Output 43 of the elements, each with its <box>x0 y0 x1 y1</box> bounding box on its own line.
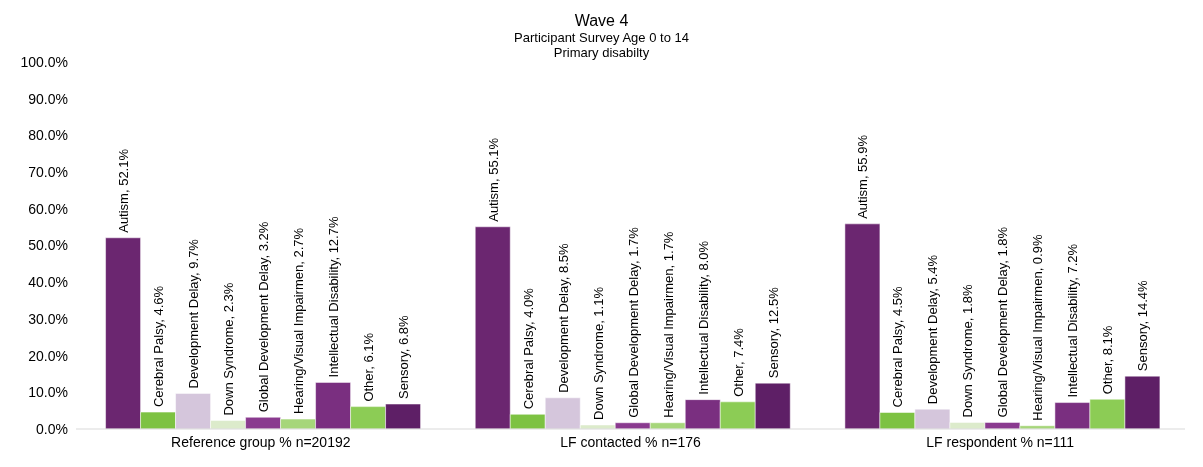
x-tick-label: LF respondent % n=111 <box>926 433 1075 450</box>
data-label: Global Development Delay, 1.8% <box>995 226 1011 418</box>
data-label: Other, 7.4% <box>730 327 746 397</box>
data-label: Hearing/Visual Impairmen, 2.7% <box>291 227 307 415</box>
y-tick-label: 10.0% <box>28 384 68 401</box>
data-label: Other, 6.1% <box>361 332 377 402</box>
y-tick-label: 90.0% <box>28 90 68 107</box>
data-label: Hearing/Visual Impairmen, 1.7% <box>660 231 676 418</box>
x-tick-label: Reference group % n=20192 <box>171 433 351 450</box>
data-label: Sensory, 12.5% <box>765 286 781 379</box>
x-tick-label: LF contacted % n=176 <box>560 433 701 450</box>
y-tick-label: 0.0% <box>36 420 68 437</box>
data-label: Sensory, 6.8% <box>396 315 412 400</box>
y-tick-label: 80.0% <box>28 127 68 144</box>
y-tick-label: 60.0% <box>28 200 68 217</box>
data-label: Intellectual Disability, 12.7% <box>326 216 342 378</box>
data-label: Cerebral Palsy, 4.5% <box>890 285 906 408</box>
data-label: Down Syndrome, 2.3% <box>221 282 237 416</box>
data-label: Down Syndrome, 1.1% <box>590 286 606 420</box>
data-label: Cerebral Palsy, 4.0% <box>520 287 536 410</box>
data-label: Intellectual Disability, 7.2% <box>1065 243 1081 398</box>
data-label: Hearing/Visual Impairmen, 0.9% <box>1030 234 1046 421</box>
data-label: Sensory, 14.4% <box>1135 279 1151 372</box>
data-label: Intellectual Disability, 8.0% <box>695 240 711 395</box>
y-tick-label: 30.0% <box>28 310 68 327</box>
data-label: Down Syndrome, 1.8% <box>960 284 976 418</box>
data-label: Development Delay, 8.5% <box>555 243 571 393</box>
y-tick-label: 100.0% <box>20 53 68 70</box>
data-label: Autism, 55.9% <box>855 134 871 219</box>
y-tick-label: 70.0% <box>28 164 68 181</box>
data-label: Other, 8.1% <box>1100 325 1116 395</box>
y-tick-label: 50.0% <box>28 237 68 254</box>
data-label: Development Delay, 5.4% <box>925 254 941 405</box>
chart-subtitle: Participant Survey Age 0 to 14 Primary disabilty <box>513 30 690 60</box>
y-tick-label: 40.0% <box>28 274 68 291</box>
chart-title: Wave 4 <box>573 11 630 30</box>
data-label: Autism, 52.1% <box>116 148 132 233</box>
data-label: Global Development Delay, 3.2% <box>256 221 272 413</box>
data-label: Development Delay, 9.7% <box>186 238 202 389</box>
y-tick-label: 20.0% <box>28 347 68 364</box>
data-label: Autism, 55.1% <box>485 137 501 222</box>
data-label: Global Development Delay, 1.7% <box>625 226 641 418</box>
data-label: Cerebral Palsy, 4.6% <box>151 285 167 408</box>
